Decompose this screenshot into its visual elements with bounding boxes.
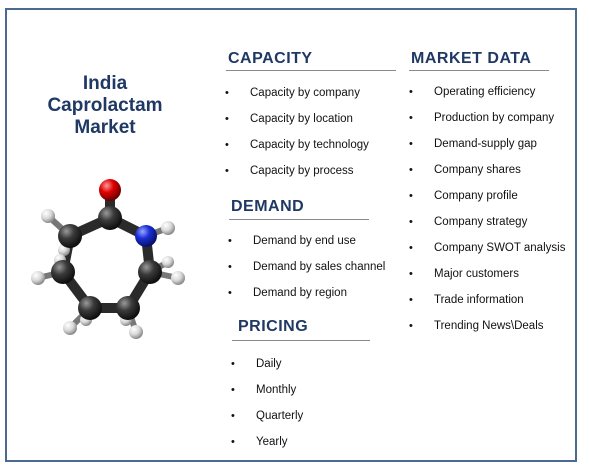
report-title: India Caprolactam Market	[30, 73, 180, 139]
list-item: Company profile	[409, 187, 565, 213]
pricing-heading: PRICING	[238, 318, 309, 335]
demand-underline	[229, 219, 369, 220]
list-item: Production by company	[409, 109, 565, 135]
list-item: Capacity by technology	[225, 136, 369, 162]
list-item: Company strategy	[409, 213, 565, 239]
list-item: Operating efficiency	[409, 83, 565, 109]
pricing-underline	[232, 340, 370, 341]
nitrogen-atom	[135, 225, 157, 247]
list-item: Trending News\Deals	[409, 317, 565, 343]
title-line-2: Caprolactam	[47, 95, 163, 116]
demand-heading: DEMAND	[231, 198, 305, 215]
list-item: Demand by region	[228, 284, 385, 310]
oxygen-atom	[99, 179, 121, 201]
list-item: Company shares	[409, 161, 565, 187]
list-item: Monthly	[231, 381, 303, 407]
title-line-1: India	[82, 73, 128, 94]
list-item: Demand-supply gap	[409, 135, 565, 161]
title-line-3: Market	[74, 117, 136, 138]
capacity-underline	[226, 70, 396, 71]
pricing-list: Daily Monthly Quarterly Yearly	[231, 355, 303, 459]
capacity-list: Capacity by company Capacity by location…	[225, 84, 369, 188]
list-item: Yearly	[231, 433, 303, 459]
market-data-heading: MARKET DATA	[411, 50, 532, 67]
market-data-list: Operating efficiency Production by compa…	[409, 83, 565, 343]
list-item: Capacity by process	[225, 162, 369, 188]
list-item: Major customers	[409, 265, 565, 291]
capacity-heading: CAPACITY	[228, 50, 313, 67]
list-item: Capacity by location	[225, 110, 369, 136]
demand-list: Demand by end use Demand by sales channe…	[228, 232, 385, 310]
list-item: Demand by sales channel	[228, 258, 385, 284]
list-item: Trade information	[409, 291, 565, 317]
list-item: Company SWOT analysis	[409, 239, 565, 265]
list-item: Capacity by company	[225, 84, 369, 110]
list-item: Quarterly	[231, 407, 303, 433]
market-data-underline	[409, 70, 549, 71]
list-item: Daily	[231, 355, 303, 381]
heavy-atoms	[51, 179, 162, 320]
caprolactam-molecule-illustration	[31, 179, 185, 339]
list-item: Demand by end use	[228, 232, 385, 258]
